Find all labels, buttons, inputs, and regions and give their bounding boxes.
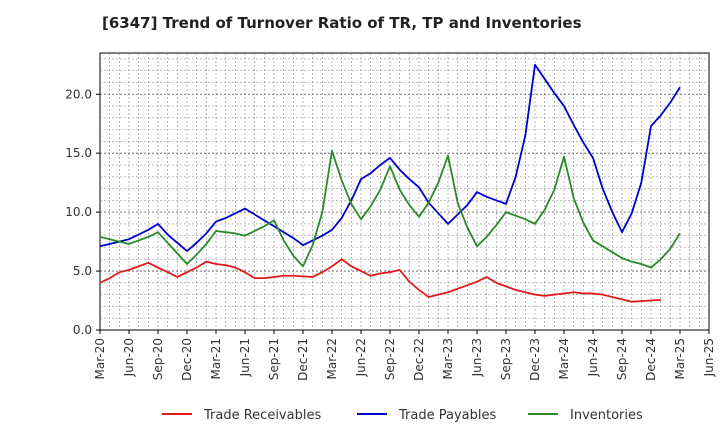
x-tick-label: Sep-23 [499,338,513,380]
series-line-trade-payables [99,63,681,252]
x-tick-label: Mar-22 [325,338,339,379]
series-line-trade-receivables [99,258,661,303]
x-tick-label: Dec-21 [296,338,310,381]
y-tick-label: 0.0 [73,323,92,337]
y-tick-label: 5.0 [73,264,92,278]
series-line-inventories [99,149,681,269]
series-layer [99,63,681,303]
x-tick-label: Mar-25 [673,338,687,379]
x-tick-label: Mar-24 [557,338,571,379]
x-tick-label: Dec-22 [412,338,426,381]
plot-area [99,52,710,331]
y-axis: 0.0 5.0 10.0 15.0 20.0 [65,87,100,337]
x-tick-label: Sep-24 [615,338,629,380]
grid-layer [100,53,709,330]
x-tick-label: Sep-20 [151,338,165,380]
x-tick-label: Mar-21 [209,338,223,379]
legend-label-trade-receivables: Trade Receivables [203,408,321,423]
x-tick-label: Sep-21 [267,338,281,380]
y-tick-label: 20.0 [65,87,92,101]
legend: Trade Receivables Trade Payables Inventori… [162,408,643,423]
x-tick-label: Jun-25 [702,338,716,377]
legend-label-inventories: Inventories [570,408,643,423]
x-tick-label: Sep-22 [383,338,397,380]
y-tick-label: 15.0 [65,146,92,160]
y-tick-label: 10.0 [65,205,92,219]
x-tick-label: Jun-23 [470,338,484,377]
x-tick-label: Dec-23 [528,338,542,381]
x-tick-label: Dec-24 [644,338,658,381]
x-axis: Mar-20 Jun-20 Sep-20 Dec-20 Mar-21 Jun-21 Sep-… [93,330,716,381]
legend-label-trade-payables: Trade Payables [398,408,496,423]
x-tick-label: Dec-20 [180,338,194,381]
x-tick-label: Jun-24 [586,338,600,377]
x-tick-label: Jun-20 [122,338,136,377]
chart-title: [6347] Trend of Turnover Ratio of TR, TP… [102,14,582,32]
x-tick-label: Jun-21 [238,338,252,377]
x-tick-label: Mar-20 [93,338,107,379]
x-tick-label: Jun-22 [354,338,368,377]
x-tick-label: Mar-23 [441,338,455,379]
